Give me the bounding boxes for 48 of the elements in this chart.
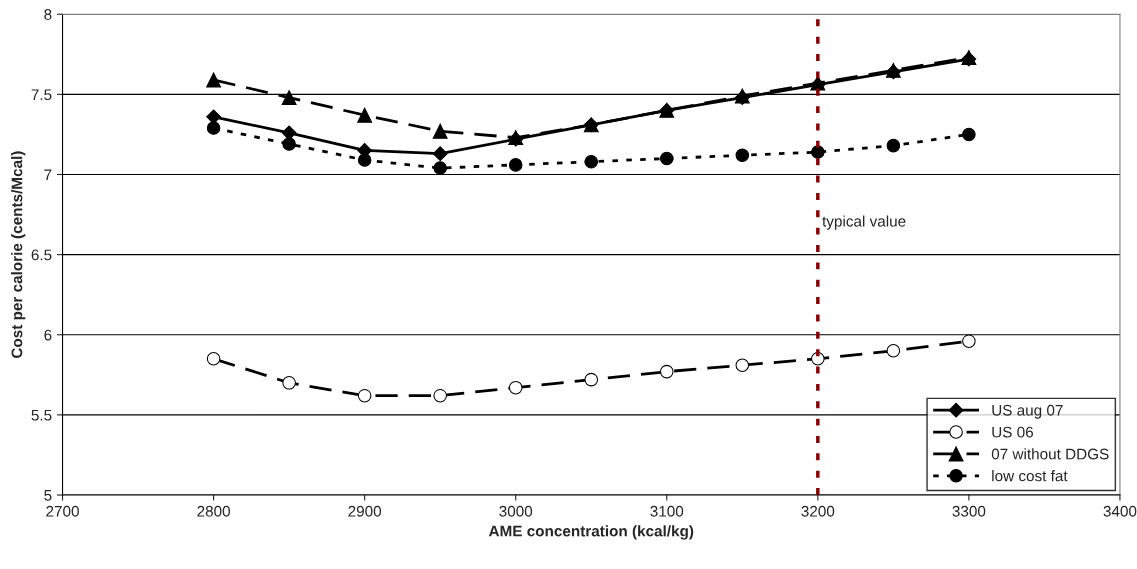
- y-tick-label: 6.5: [31, 249, 52, 261]
- point: [735, 148, 750, 163]
- point: [584, 154, 599, 169]
- point: [660, 364, 674, 379]
- x-tick-label: 3300: [952, 505, 986, 517]
- point: [886, 138, 901, 153]
- point: [282, 137, 296, 151]
- point: [206, 72, 222, 88]
- point: [508, 158, 523, 172]
- x-axis-title: AME concentration (kcal/kg): [488, 525, 694, 540]
- legend-label: US 06: [992, 426, 1034, 438]
- legend-label: US aug 07: [992, 404, 1063, 419]
- point: [206, 352, 221, 366]
- y-axis-title: Cost per calorie (cents/Mcal): [11, 151, 26, 358]
- point: [281, 90, 297, 106]
- point: [432, 123, 448, 139]
- x-tick-label: 2700: [46, 505, 79, 517]
- y-tick-label: 6: [44, 329, 52, 341]
- point: [357, 107, 373, 123]
- ref-line-label: typical value: [822, 215, 906, 230]
- point: [508, 380, 523, 395]
- x-tick-label: 3400: [1103, 505, 1137, 517]
- point: [357, 388, 372, 403]
- point: [282, 376, 296, 390]
- point: [433, 161, 447, 175]
- x-tick-label: 2800: [197, 505, 230, 517]
- x-tick-label: 2900: [348, 505, 382, 517]
- legend-label: 07 without DDGS: [991, 448, 1109, 460]
- point: [660, 151, 674, 166]
- y-tick-label: 5.5: [31, 409, 52, 421]
- y-tick-label: 7.5: [31, 89, 52, 101]
- x-tick-label: 3200: [801, 505, 835, 517]
- point: [962, 334, 976, 348]
- point: [886, 344, 901, 358]
- point: [735, 358, 750, 372]
- point: [584, 372, 599, 387]
- point: [357, 153, 372, 167]
- y-tick-label: 8: [44, 9, 52, 20]
- point: [432, 146, 448, 162]
- point: [962, 127, 976, 142]
- point: [206, 121, 221, 135]
- legend-label: low cost fat: [992, 470, 1068, 482]
- y-tick-label: 5: [44, 490, 52, 501]
- point: [811, 145, 825, 159]
- point: [433, 388, 447, 403]
- x-tick-label: 3100: [650, 505, 684, 517]
- y-tick-label: 7: [44, 169, 52, 181]
- x-tick-label: 3000: [499, 505, 533, 517]
